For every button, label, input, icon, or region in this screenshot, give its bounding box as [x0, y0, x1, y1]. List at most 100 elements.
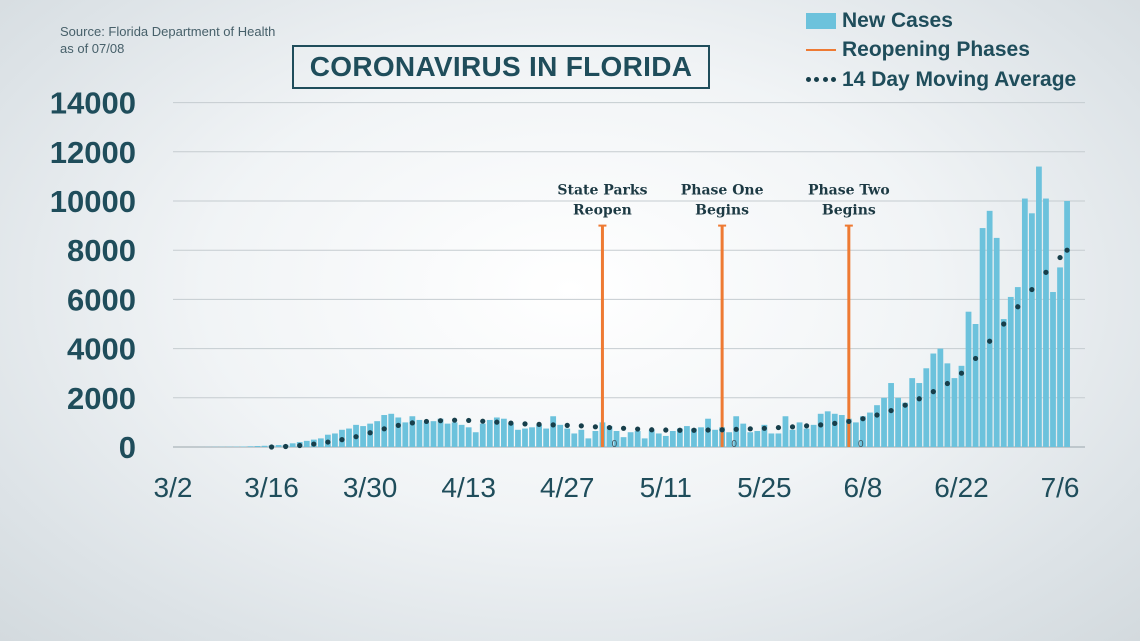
new-cases-bar — [634, 431, 641, 447]
new-cases-bar — [486, 419, 493, 447]
new-cases-bar — [254, 446, 261, 447]
phase-label: Phase Two — [808, 183, 890, 199]
moving-average-point — [536, 421, 542, 427]
new-cases-bar — [423, 422, 430, 447]
source-line-1: Source: Florida Department of Health — [60, 24, 276, 39]
new-cases-bar — [606, 426, 613, 447]
new-cases-bar — [522, 428, 528, 447]
new-cases-bar — [979, 228, 986, 447]
new-cases-bar — [902, 402, 909, 447]
new-cases-bar — [852, 422, 859, 447]
new-cases-bar — [662, 435, 669, 447]
new-cases-bar — [726, 432, 733, 447]
moving-average-point — [592, 424, 599, 430]
x-tick-label: 4/27 — [540, 472, 595, 503]
new-cases-bar — [747, 432, 754, 447]
new-cases-bar — [754, 431, 761, 447]
phase-label: Begins — [695, 203, 749, 219]
new-cases-bar — [860, 416, 866, 447]
y-tick-label: 10000 — [50, 184, 136, 219]
moving-average-point — [508, 420, 514, 426]
y-tick-label: 6000 — [67, 282, 136, 317]
legend-item-phases: Reopening Phases — [806, 36, 1076, 66]
moving-average-point — [705, 427, 711, 433]
new-cases-bar — [578, 429, 585, 447]
moving-average-point — [874, 412, 880, 418]
moving-average-point — [578, 423, 584, 429]
new-cases-bar — [867, 412, 873, 447]
new-cases-bar — [965, 311, 972, 447]
moving-average-point — [747, 426, 753, 432]
new-cases-bar — [838, 415, 845, 447]
new-cases-bar — [465, 427, 472, 447]
moving-average-point — [353, 434, 359, 440]
moving-average-point — [733, 426, 739, 432]
new-cases-bar — [627, 432, 634, 447]
new-cases-bar — [1036, 166, 1042, 447]
new-cases-bar — [1014, 287, 1021, 447]
moving-average-point — [437, 418, 444, 424]
phase-label: Phase One — [681, 183, 764, 199]
new-cases-bar — [1000, 319, 1007, 447]
new-cases-bar — [536, 424, 542, 447]
legend-item-new-cases: New Cases — [806, 6, 1076, 36]
new-cases-bar — [1050, 292, 1056, 447]
new-cases-bar — [557, 424, 564, 447]
legend-label-new-cases: New Cases — [842, 8, 953, 32]
new-cases-bar — [937, 348, 944, 447]
new-cases-bar — [529, 427, 535, 447]
x-tick-label: 3/2 — [154, 472, 193, 503]
moving-average-point — [606, 424, 613, 431]
new-cases-bar — [712, 429, 718, 447]
legend-line-swatch — [806, 49, 836, 52]
new-cases-bar — [881, 397, 887, 447]
new-cases-bar — [993, 237, 1000, 447]
new-cases-bar — [592, 431, 599, 447]
moving-average-point — [987, 338, 993, 344]
new-cases-bar — [1021, 198, 1028, 447]
new-cases-bar — [698, 427, 704, 447]
new-cases-bar — [564, 428, 571, 447]
moving-average-point — [691, 427, 697, 433]
grid-layer — [173, 102, 1085, 448]
new-cases-bar — [261, 445, 268, 447]
moving-average-point — [958, 370, 965, 376]
new-cases-bar — [515, 429, 521, 447]
y-tick-label: 12000 — [50, 135, 136, 170]
new-cases-bar — [479, 423, 486, 447]
new-cases-bar — [289, 443, 296, 447]
moving-average-point — [381, 426, 387, 432]
moving-average-point — [789, 424, 796, 430]
moving-average-point — [860, 416, 866, 422]
new-cases-bar — [824, 411, 831, 447]
new-cases-bar — [676, 428, 683, 447]
new-cases-bar — [909, 378, 916, 447]
moving-average-point — [902, 402, 908, 408]
new-cases-bar — [458, 424, 465, 447]
y-tick-label: 8000 — [67, 233, 136, 268]
moving-average-point — [944, 380, 951, 387]
new-cases-bar — [430, 421, 437, 447]
new-cases-bar — [972, 324, 979, 447]
new-cases-bar — [508, 423, 514, 447]
moving-average-point — [395, 422, 401, 428]
phase-zero-label: 0 — [858, 439, 864, 450]
new-cases-bar — [451, 422, 458, 447]
new-cases-bar — [775, 433, 782, 447]
moving-average-point — [1064, 247, 1070, 253]
moving-average-point — [832, 420, 838, 426]
y-axis: 0 2000 4000 6000 8000 10000 12000 14000 — [50, 86, 136, 465]
new-cases-bar — [888, 383, 894, 447]
moving-average-point — [719, 427, 725, 433]
new-cases-bar — [803, 428, 810, 447]
legend-item-average: 14 Day Moving Average — [806, 65, 1076, 95]
new-cases-bar — [761, 424, 768, 447]
moving-average-point — [494, 419, 500, 425]
new-cases-bar — [944, 363, 951, 447]
new-cases-bar — [275, 445, 282, 447]
moving-average-point — [325, 439, 331, 445]
chart-title-text: CORONAVIRUS IN FLORIDA — [309, 51, 693, 82]
new-cases-bar — [831, 413, 838, 447]
x-tick-label: 3/16 — [244, 472, 299, 503]
